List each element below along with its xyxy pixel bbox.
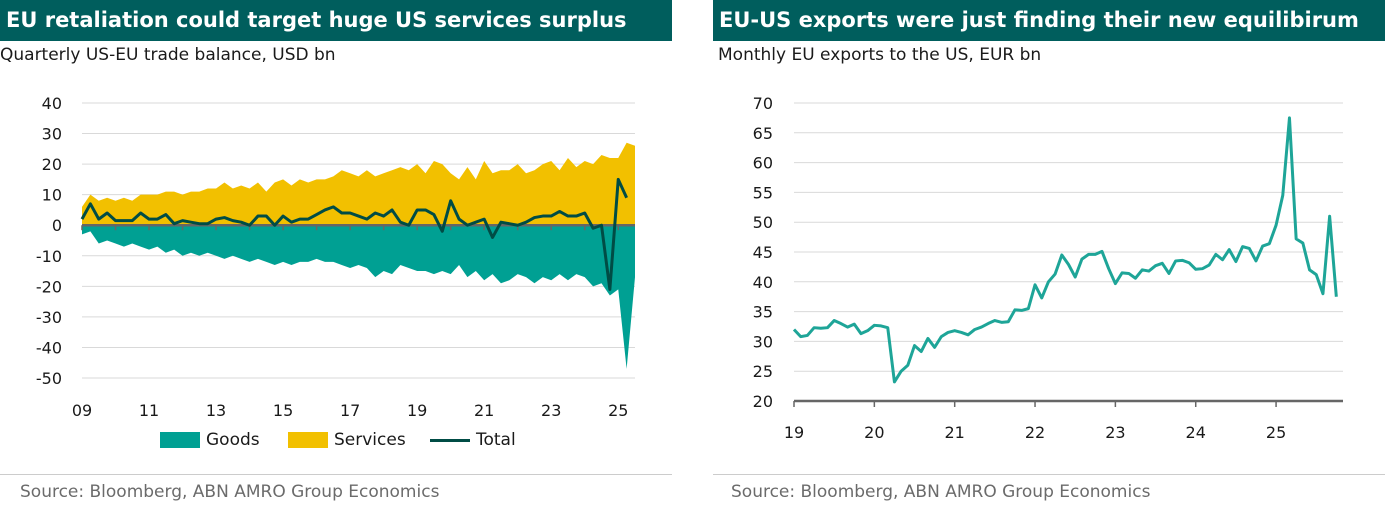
x-tick-label: 25 [608, 401, 628, 420]
x-tick-label: 11 [139, 401, 159, 420]
y-tick-label: 50 [753, 213, 773, 232]
x-tick-label: 20 [864, 423, 884, 442]
right-panel: EU-US exports were just finding their ne… [713, 0, 1385, 507]
footer-divider [0, 474, 672, 475]
y-tick-label: 20 [42, 155, 62, 174]
legend-swatch-goods [160, 432, 200, 448]
legend-label-total: Total [476, 430, 516, 450]
y-tick-label: -10 [36, 247, 62, 266]
x-tick-label: 15 [273, 401, 293, 420]
x-tick-label: 25 [1266, 423, 1286, 442]
y-tick-label: -40 [36, 338, 62, 357]
legend-item-goods: Goods [160, 430, 260, 450]
y-tick-label: 0 [52, 216, 62, 235]
legend-label-goods: Goods [206, 430, 260, 450]
x-tick-label: 09 [72, 401, 92, 420]
y-tick-label: 70 [753, 94, 773, 113]
y-tick-label: 40 [753, 273, 773, 292]
right-source-note: Source: Bloomberg, ABN AMRO Group Econom… [731, 482, 1151, 502]
left-source-note: Source: Bloomberg, ABN AMRO Group Econom… [20, 482, 440, 502]
y-tick-label: 65 [753, 124, 773, 143]
y-tick-label: 30 [753, 332, 773, 351]
y-tick-label: 45 [753, 243, 773, 262]
trade-balance-chart: 40 30 20 10 0 -10 -20 -30 -40 -50 09 11 13 15 17 19 21 23… [36, 94, 635, 420]
legend-swatch-total [430, 438, 470, 442]
y-tick-label: -50 [36, 369, 62, 388]
y-tick-label: 60 [753, 154, 773, 173]
y-tick-label: 35 [753, 303, 773, 322]
left-chart-subtitle: Quarterly US-EU trade balance, USD bn [0, 45, 336, 65]
total-line [80, 177, 628, 291]
legend-item-total: Total [430, 430, 516, 450]
x-tick-label: 13 [206, 401, 226, 420]
y-tick-label: 30 [42, 125, 62, 144]
x-tick-label: 24 [1186, 423, 1206, 442]
x-tick-label: 19 [407, 401, 427, 420]
right-chart-subtitle: Monthly EU exports to the US, EUR bn [718, 45, 1042, 65]
y-tick-label: 10 [42, 186, 62, 205]
y-tick-label: -20 [36, 277, 62, 296]
x-tick-label: 22 [1025, 423, 1045, 442]
legend-swatch-services [288, 432, 328, 448]
left-panel: EU retaliation could target huge US serv… [0, 0, 672, 507]
legend-item-services: Services [288, 430, 406, 450]
services-area [82, 142, 635, 226]
eu-exports-chart: 70 65 60 55 50 45 40 35 30 25 20 19 20 21 22 23 24 25 [753, 94, 1343, 442]
x-tick-label: 21 [474, 401, 494, 420]
x-tick-label: 19 [784, 423, 804, 442]
footer-divider [713, 474, 1385, 475]
x-tick-label: 17 [340, 401, 360, 420]
y-tick-label: 25 [753, 362, 773, 381]
y-tick-label: 20 [753, 392, 773, 411]
y-tick-label: 40 [42, 94, 62, 113]
y-tick-label: -30 [36, 308, 62, 327]
x-tick-label: 23 [1105, 423, 1125, 442]
y-tick-label: 55 [753, 183, 773, 202]
exports-line [792, 116, 1338, 384]
x-tick-label: 21 [945, 423, 965, 442]
right-chart-title: EU-US exports were just finding their ne… [713, 0, 1385, 41]
left-chart-title: EU retaliation could target huge US serv… [0, 0, 672, 41]
legend-label-services: Services [334, 430, 406, 450]
x-tick-label: 23 [541, 401, 561, 420]
goods-area [82, 225, 635, 369]
